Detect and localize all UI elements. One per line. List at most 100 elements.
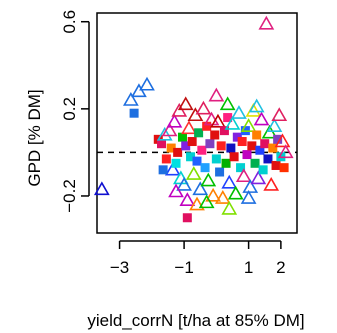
data-point-triangle bbox=[274, 133, 291, 148]
data-point-triangle bbox=[176, 176, 192, 191]
data-point-triangle bbox=[258, 15, 275, 30]
data-point-triangle bbox=[185, 166, 202, 180]
data-point-square bbox=[236, 163, 246, 173]
data-point-triangle bbox=[181, 120, 197, 135]
data-point-square bbox=[260, 139, 270, 149]
x-tick-label: −1 bbox=[174, 258, 193, 277]
data-point-square bbox=[210, 130, 220, 140]
data-point-triangle bbox=[221, 174, 238, 189]
data-point-triangle bbox=[253, 111, 270, 126]
data-point-square bbox=[219, 126, 229, 136]
data-point-triangle bbox=[177, 96, 194, 111]
data-point-triangle bbox=[198, 194, 215, 209]
y-tick-label: 0.6 bbox=[60, 10, 79, 34]
y-axis-label: GPD [% DM] bbox=[25, 89, 44, 186]
data-point-square bbox=[221, 158, 231, 168]
data-point-square bbox=[232, 132, 242, 142]
data-point-triangle bbox=[192, 181, 209, 196]
data-point-square bbox=[157, 139, 167, 149]
data-point-triangle bbox=[93, 181, 110, 196]
data-point-triangle bbox=[221, 200, 238, 215]
data-point-triangle bbox=[179, 192, 196, 207]
data-point-triangle bbox=[131, 83, 147, 98]
data-point-triangle bbox=[224, 115, 241, 130]
data-point-square bbox=[182, 213, 192, 223]
data-point-triangle bbox=[271, 107, 288, 122]
data-point-square bbox=[268, 143, 278, 153]
data-point-triangle bbox=[214, 190, 231, 204]
data-point-square bbox=[242, 150, 252, 160]
data-point-triangle bbox=[231, 105, 247, 119]
data-point-square bbox=[194, 128, 204, 138]
data-point-triangle bbox=[195, 100, 212, 115]
data-point-triangle bbox=[242, 179, 259, 193]
data-points bbox=[93, 15, 294, 223]
data-point-square bbox=[129, 108, 139, 118]
data-point-square bbox=[252, 130, 262, 140]
data-point-triangle bbox=[266, 118, 283, 132]
data-point-triangle bbox=[250, 170, 267, 185]
data-point-square bbox=[271, 160, 281, 170]
data-point-triangle bbox=[261, 124, 278, 139]
x-tick-label: 2 bbox=[276, 258, 285, 277]
data-point-triangle bbox=[122, 92, 139, 106]
data-point-triangle bbox=[208, 87, 225, 102]
data-point-triangle bbox=[171, 102, 188, 117]
data-point-triangle bbox=[263, 176, 280, 191]
data-point-square bbox=[202, 121, 212, 131]
data-point-triangle bbox=[277, 144, 294, 159]
x-tick-label: −3 bbox=[110, 258, 129, 277]
data-point-triangle bbox=[240, 118, 257, 132]
data-point-square bbox=[171, 158, 181, 168]
data-point-triangle bbox=[205, 187, 222, 202]
data-point-square bbox=[173, 147, 183, 157]
data-point-triangle bbox=[161, 122, 178, 137]
data-point-triangle bbox=[219, 96, 236, 111]
data-point-triangle bbox=[166, 113, 183, 128]
data-point-square bbox=[273, 134, 283, 144]
data-point-square bbox=[181, 141, 191, 151]
data-point-square bbox=[250, 158, 260, 168]
data-point-square bbox=[263, 154, 273, 164]
data-point-triangle bbox=[168, 183, 184, 198]
data-point-triangle bbox=[235, 168, 252, 183]
data-point-square bbox=[192, 156, 202, 166]
data-point-square bbox=[205, 139, 215, 149]
data-point-triangle bbox=[203, 111, 220, 126]
x-axis-label: yield_corrN [t/ha at 85% DM] bbox=[87, 311, 304, 330]
data-point-triangle bbox=[156, 126, 173, 141]
data-point-triangle bbox=[139, 76, 155, 91]
data-point-square bbox=[177, 132, 187, 142]
data-point-square bbox=[226, 143, 236, 153]
data-point-square bbox=[216, 141, 226, 151]
data-point-square bbox=[215, 167, 225, 177]
data-point-square bbox=[223, 113, 233, 123]
data-point-square bbox=[161, 154, 171, 164]
data-point-triangle bbox=[164, 161, 181, 176]
x-tick-label: 1 bbox=[244, 258, 253, 277]
data-point-triangle bbox=[240, 190, 257, 204]
data-point-square bbox=[247, 141, 257, 151]
data-point-triangle bbox=[189, 196, 205, 211]
y-tick-label: 0.2 bbox=[60, 97, 79, 121]
data-point-square bbox=[279, 163, 289, 173]
data-point-square bbox=[211, 154, 221, 164]
data-point-triangle bbox=[210, 113, 226, 128]
data-point-square bbox=[187, 137, 197, 147]
axes: −3 −1 1 2 −0.2 0.2 0.6 bbox=[60, 10, 286, 277]
data-point-square bbox=[186, 152, 196, 162]
y-tick-label: −0.2 bbox=[60, 179, 79, 213]
plot-frame bbox=[96, 12, 298, 234]
data-point-square bbox=[166, 143, 176, 153]
data-point-square bbox=[158, 165, 168, 175]
data-point-triangle bbox=[187, 107, 204, 122]
data-point-triangle bbox=[227, 185, 244, 200]
data-point-square bbox=[258, 165, 268, 175]
data-point-triangle bbox=[248, 98, 265, 113]
data-point-triangle bbox=[200, 172, 217, 187]
data-point-square bbox=[237, 137, 247, 147]
data-point-square bbox=[255, 145, 265, 155]
data-point-square bbox=[200, 163, 210, 173]
data-point-square bbox=[197, 145, 207, 155]
